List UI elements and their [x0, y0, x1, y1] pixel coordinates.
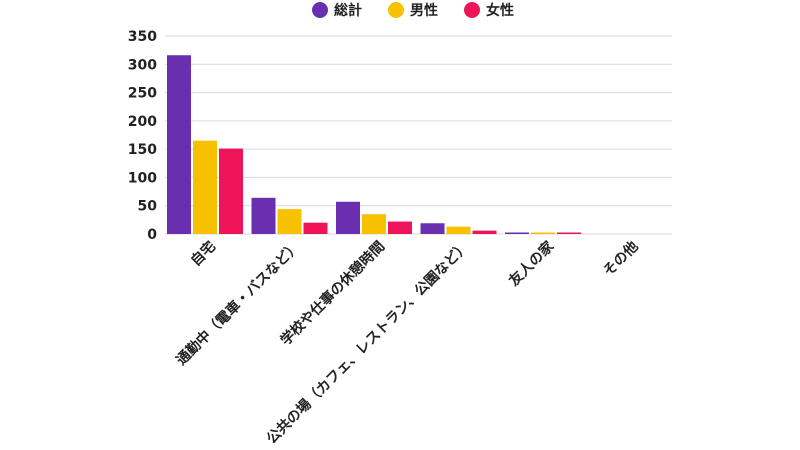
- x-category-label-1: 自宅: [187, 238, 219, 270]
- y-tick-label-0: 0: [147, 227, 157, 243]
- bar-1-4: [420, 223, 445, 234]
- y-tick-label-250: 250: [128, 86, 157, 102]
- y-tick-label-100: 100: [128, 170, 157, 186]
- y-tick-label-300: 300: [128, 57, 157, 73]
- bar-3-1: [219, 148, 243, 234]
- bar-3-3: [388, 221, 412, 234]
- legend-label-2: 男性: [410, 2, 438, 19]
- x-category-label-5: 友人の家: [505, 237, 557, 289]
- bars: [167, 55, 581, 235]
- bar-2-4: [446, 226, 471, 234]
- y-tick-label-50: 50: [138, 199, 158, 215]
- legend-marker-3: [464, 2, 480, 18]
- bar-1-2: [251, 197, 276, 234]
- legend: 総計 男性 女性: [312, 2, 514, 19]
- legend-marker-2: [388, 2, 404, 18]
- y-axis: 0 50 100 150 200 250 300 350: [128, 29, 157, 243]
- bar-3-2: [303, 222, 328, 234]
- bar-1-3: [336, 201, 360, 234]
- y-tick-label-350: 350: [128, 29, 157, 45]
- bar-3-5: [557, 232, 581, 234]
- bar-2-2: [277, 209, 302, 234]
- x-axis: 自宅通勤中（電車・バスなど）学校や仕事の休憩時間公共の場（カフェ、レストラン、公…: [173, 237, 642, 447]
- bar-1-5: [505, 232, 529, 234]
- bar-2-5: [531, 232, 555, 234]
- legend-marker-1: [312, 2, 328, 18]
- bar-2-3: [362, 214, 386, 234]
- bar-3-4: [472, 230, 497, 234]
- bar-1-1: [167, 55, 191, 235]
- y-tick-label-150: 150: [128, 142, 157, 158]
- grid: [165, 35, 672, 235]
- legend-label-1: 総計: [334, 2, 362, 19]
- bar-2-1: [193, 140, 217, 234]
- legend-label-3: 女性: [486, 2, 514, 19]
- x-category-label-6: その他: [600, 238, 642, 280]
- y-tick-label-200: 200: [128, 114, 157, 130]
